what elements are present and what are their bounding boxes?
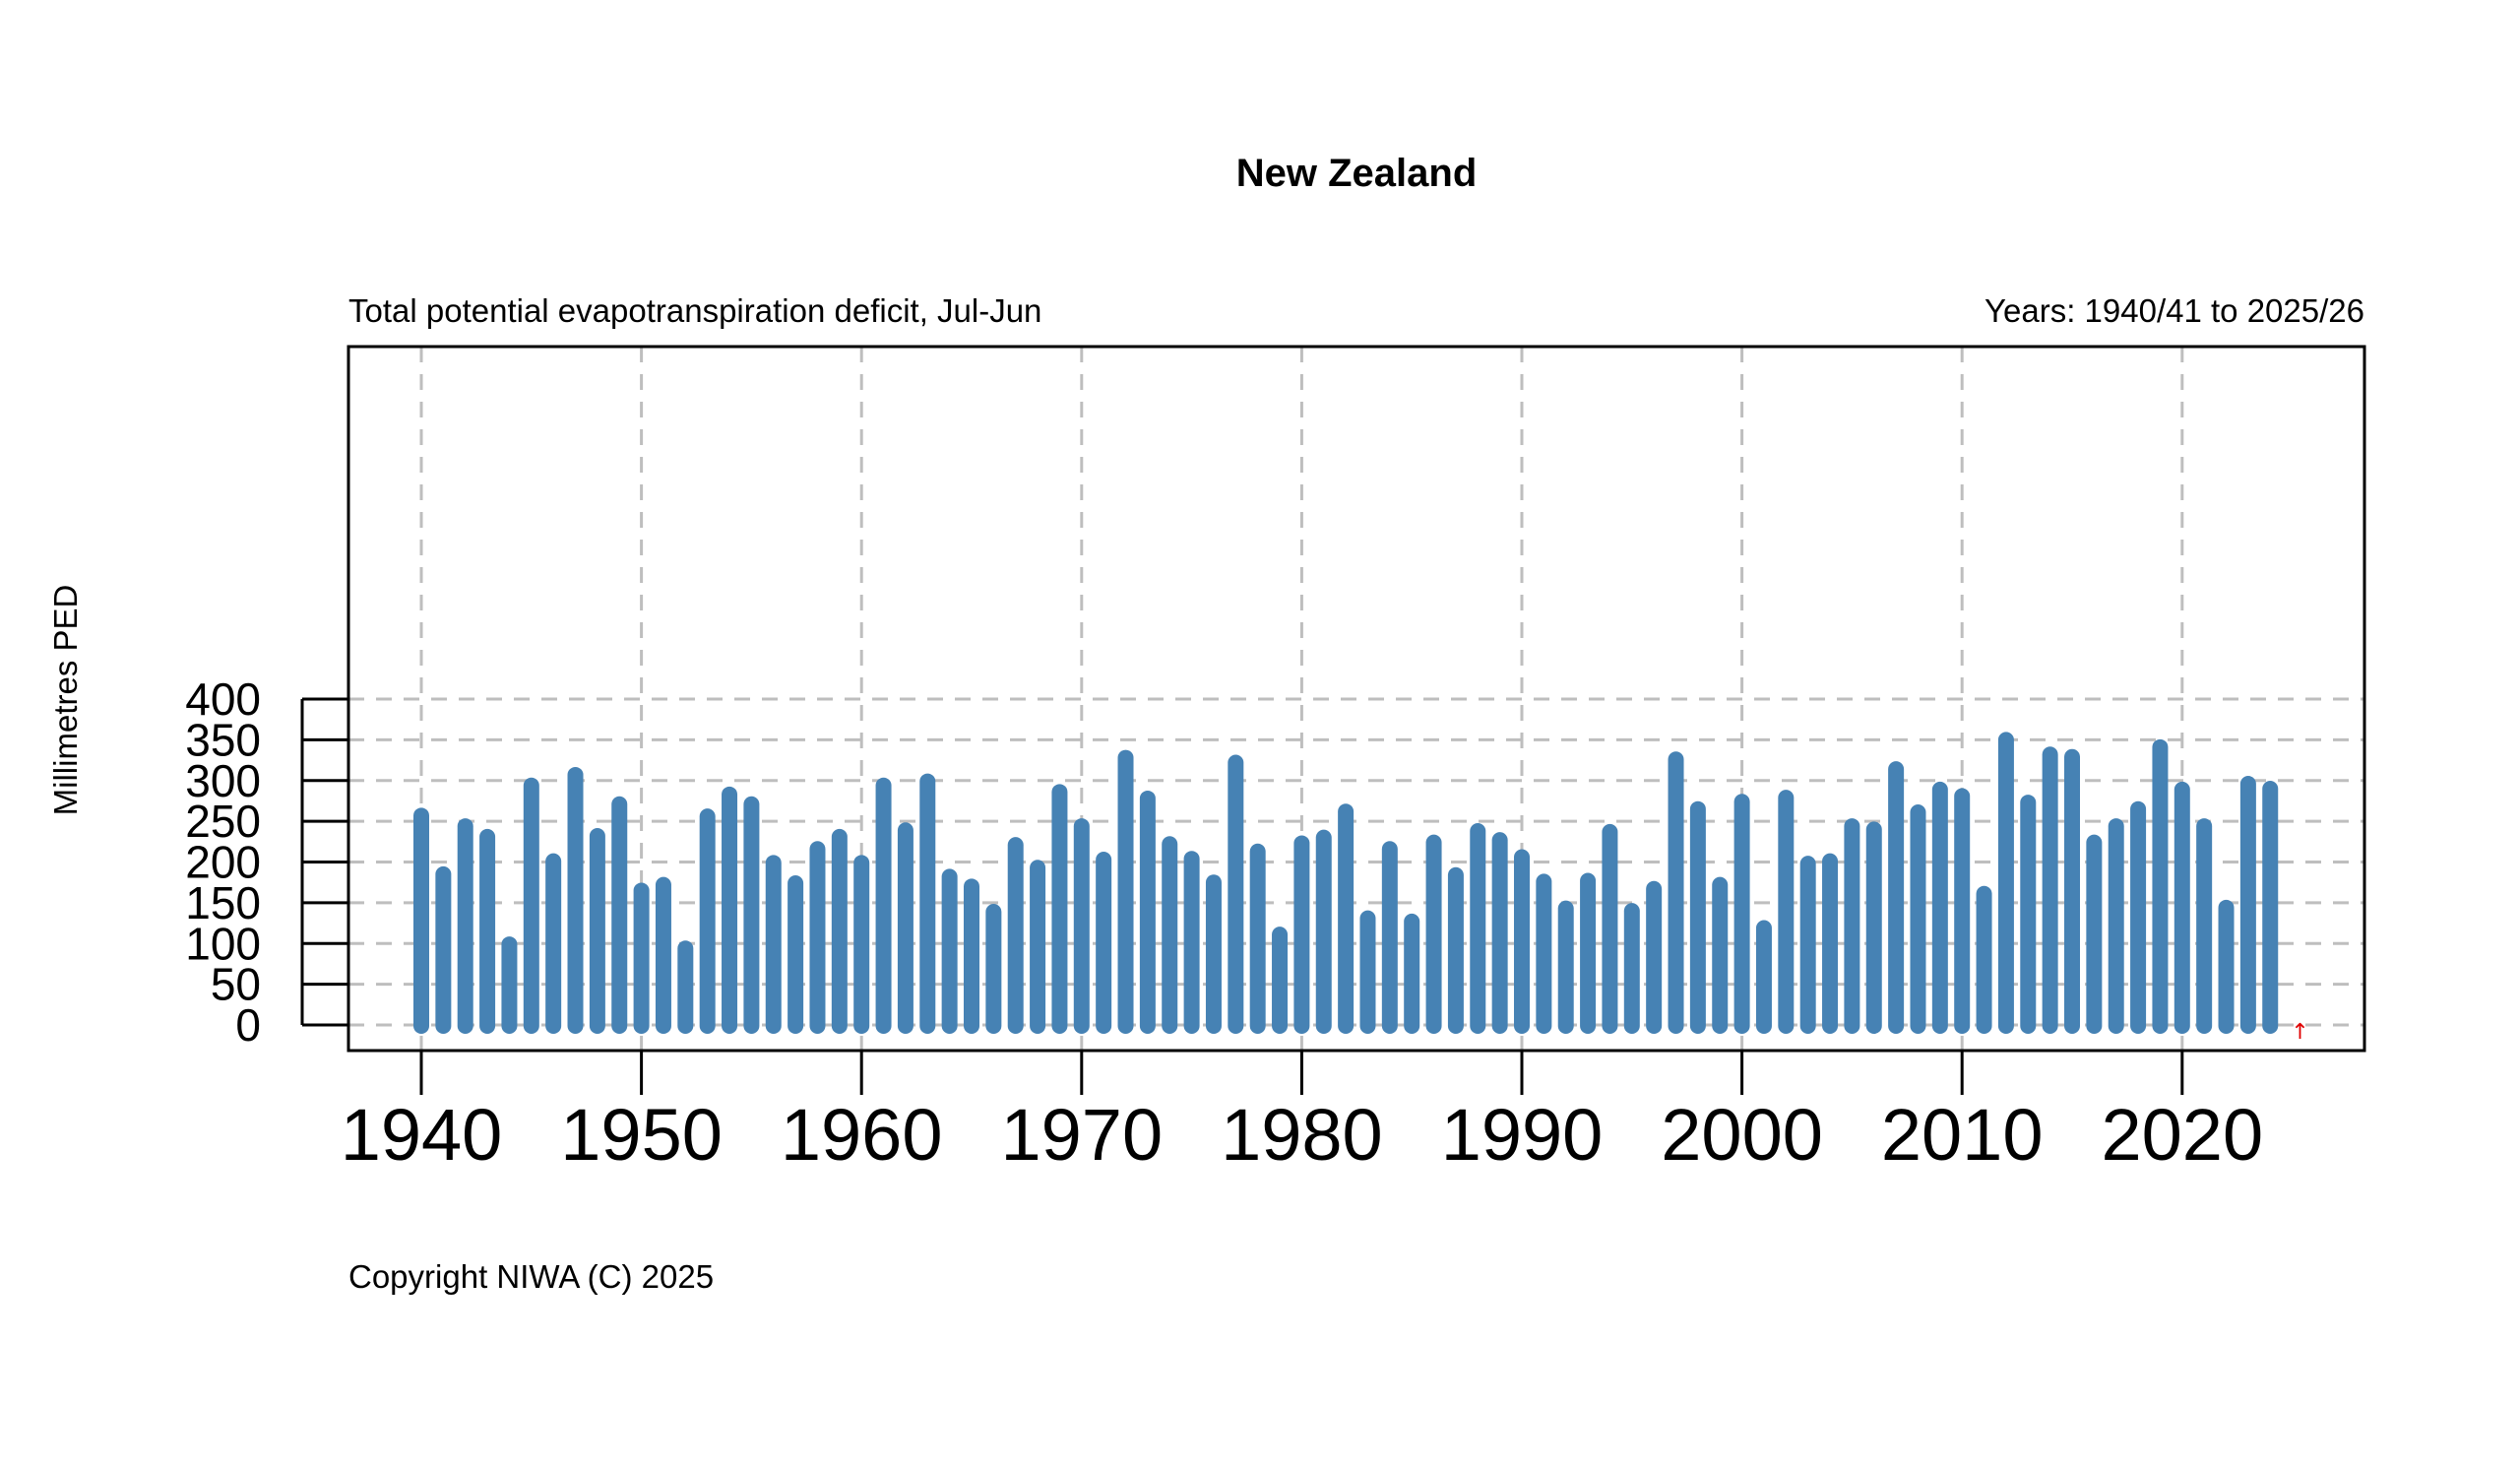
x-tick-label: 1950: [560, 1094, 723, 1176]
x-tick-label: 1990: [1441, 1094, 1604, 1176]
y-tick-label: 350: [185, 714, 261, 765]
y-axis-label: Millimetres PED: [47, 585, 84, 816]
y-tick-label: 50: [211, 959, 261, 1010]
plot-frame: [346, 345, 2366, 1053]
y-tick-label: 0: [235, 999, 261, 1051]
chart-subtitle-left: Total potential evapotranspiration defic…: [348, 292, 1041, 329]
x-tick-label: 1960: [781, 1094, 943, 1176]
y-tick-label: 200: [185, 837, 261, 888]
x-tick-label: 2000: [1661, 1094, 1823, 1176]
x-tick-label: 2020: [2101, 1094, 2263, 1176]
y-tick-label: 100: [185, 918, 261, 969]
y-tick-label: 150: [185, 877, 261, 928]
x-tick-label: 1940: [341, 1094, 503, 1176]
bars: [413, 732, 2279, 1034]
y-tick-label: 250: [185, 796, 261, 847]
chart-title: New Zealand: [1236, 152, 1478, 195]
y-tick-label: 400: [185, 673, 261, 725]
x-tick-label: 1970: [1000, 1094, 1163, 1176]
grid: [348, 347, 2364, 1051]
x-tick-label: 2010: [1881, 1094, 2044, 1176]
y-tick-label: 300: [185, 755, 261, 806]
chart-subtitle-right: Years: 1940/41 to 2025/26: [1984, 292, 2364, 329]
copyright-note: Copyright NIWA (C) 2025: [348, 1258, 714, 1295]
current-year-marker: ↑: [2291, 1020, 2308, 1045]
x-tick-label: 1980: [1221, 1094, 1383, 1176]
